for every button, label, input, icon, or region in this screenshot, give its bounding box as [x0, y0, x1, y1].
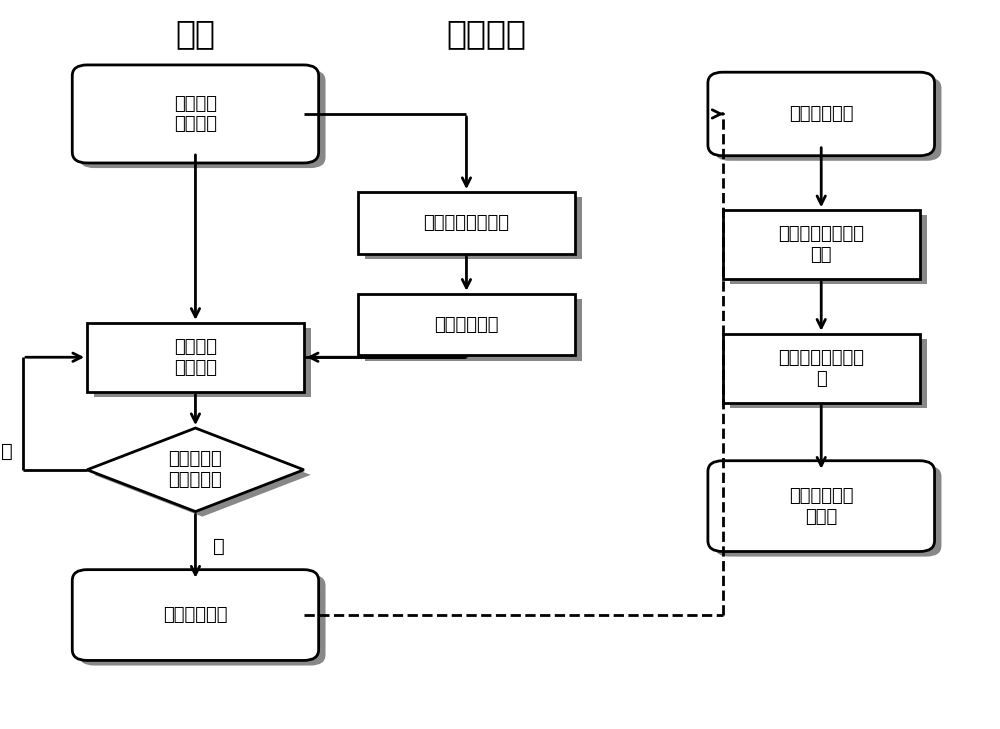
- Text: 完成三次对时: 完成三次对时: [789, 105, 853, 123]
- FancyBboxPatch shape: [87, 323, 304, 391]
- FancyBboxPatch shape: [730, 215, 927, 284]
- FancyBboxPatch shape: [79, 574, 326, 666]
- FancyBboxPatch shape: [723, 334, 920, 402]
- Text: 母钟: 母钟: [175, 17, 215, 50]
- Polygon shape: [87, 428, 304, 512]
- FancyBboxPatch shape: [79, 70, 326, 168]
- FancyBboxPatch shape: [708, 72, 935, 156]
- FancyBboxPatch shape: [365, 299, 582, 361]
- FancyBboxPatch shape: [365, 197, 582, 259]
- Text: 是: 是: [213, 537, 225, 555]
- FancyBboxPatch shape: [715, 77, 941, 161]
- FancyBboxPatch shape: [72, 569, 319, 660]
- Text: 接收母钟对时信号: 接收母钟对时信号: [423, 214, 509, 232]
- Text: 母钟发出开始计时
信号: 母钟发出开始计时 信号: [778, 225, 864, 264]
- Text: 完成一次对时: 完成一次对时: [163, 606, 228, 624]
- Text: 母钟输出
对时信号: 母钟输出 对时信号: [174, 95, 217, 133]
- FancyBboxPatch shape: [708, 461, 935, 552]
- Text: 发送返回信号: 发送返回信号: [434, 316, 499, 334]
- Polygon shape: [94, 433, 311, 517]
- FancyBboxPatch shape: [730, 339, 927, 408]
- FancyBboxPatch shape: [715, 466, 941, 556]
- FancyBboxPatch shape: [72, 65, 319, 163]
- Text: 子钟计时器开始计
时: 子钟计时器开始计 时: [778, 348, 864, 388]
- Text: 接收全部子
钟返回信号: 接收全部子 钟返回信号: [169, 451, 222, 489]
- FancyBboxPatch shape: [358, 294, 575, 356]
- FancyBboxPatch shape: [94, 328, 311, 397]
- FancyBboxPatch shape: [358, 192, 575, 254]
- Text: 同步子钟: 同步子钟: [446, 17, 526, 50]
- Text: 子钟输出同步
时间戳: 子钟输出同步 时间戳: [789, 487, 853, 526]
- Text: 等待子钟
返回信号: 等待子钟 返回信号: [174, 338, 217, 377]
- FancyBboxPatch shape: [723, 210, 920, 279]
- Text: 否: 否: [1, 443, 13, 461]
